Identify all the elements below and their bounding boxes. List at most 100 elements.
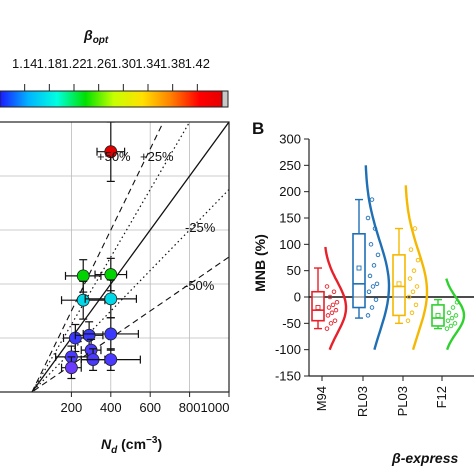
- box-y-tick-label: 300: [279, 132, 301, 147]
- colorbar-tick-label: 1.18: [37, 56, 62, 71]
- colorbar-ticks: [24, 84, 198, 91]
- data-dot: [453, 313, 459, 318]
- box-y-tick-label: -50: [282, 316, 301, 331]
- data-dot: [374, 281, 380, 287]
- box-mean: [356, 265, 362, 271]
- scatter-x-tick-label: 200: [61, 400, 83, 415]
- colorbar-title: βopt: [83, 27, 109, 46]
- scatter-point: [84, 279, 138, 319]
- data-dot: [325, 313, 331, 318]
- data-dot: [366, 289, 372, 294]
- data-dot: [444, 326, 450, 331]
- data-dot: [372, 226, 378, 231]
- box-panel: B MNB (%) -150-100-50050100150200250300 …: [252, 119, 474, 466]
- box-series: [311, 165, 466, 351]
- density-curve: [445, 278, 466, 351]
- scatter-point: [96, 122, 126, 182]
- scatter-panel: 200 400 600 800 1000 +50% +25% -25% -50% Nd …: [0, 121, 230, 456]
- box-y-tick-label: 250: [279, 158, 301, 173]
- data-dot: [454, 300, 460, 305]
- box-rect: [431, 304, 445, 327]
- data-dot: [324, 326, 330, 331]
- data-dot: [373, 297, 379, 302]
- annotation-minus25: -25%: [185, 220, 216, 235]
- box-y-tick-label: 200: [279, 184, 301, 199]
- box-y-tick-label: 100: [279, 237, 301, 252]
- colorbar-out-of-range: [221, 90, 229, 108]
- scatter-points: [55, 122, 141, 380]
- scatter-x-ticks: 200 400 600 800 1000: [61, 392, 230, 415]
- data-dot: [365, 215, 371, 221]
- annotation-minus50: -50%: [184, 278, 215, 293]
- data-dot: [367, 273, 373, 279]
- data-dot: [448, 323, 454, 329]
- density-curve: [364, 165, 391, 351]
- plus25-line: [31, 122, 191, 392]
- one-to-one-line: [31, 122, 229, 392]
- data-dot: [368, 242, 374, 247]
- box-rect: [352, 233, 366, 309]
- data-dot: [415, 257, 421, 263]
- data-dot: [332, 318, 338, 323]
- scatter-x-tick-label: 800: [179, 400, 201, 415]
- box-f12: [431, 278, 466, 351]
- data-dot: [365, 313, 371, 318]
- data-dot: [328, 321, 334, 326]
- data-dot: [412, 226, 418, 231]
- data-dot: [450, 305, 456, 310]
- data-dot: [327, 294, 333, 300]
- box-m94: [311, 246, 348, 351]
- box-y-tick-label: 150: [279, 211, 301, 226]
- colorbar-tick-label: 1.22: [61, 56, 86, 71]
- annotation-plus50: +50%: [97, 149, 131, 164]
- box-y-tick-label: -150: [275, 369, 301, 384]
- box-x-tick-label: M94: [314, 386, 329, 411]
- box-x-ticks: M94 RL03 PL03 F12: [314, 376, 449, 417]
- box-x-tick-label: F12: [434, 386, 449, 408]
- minus25-line: [31, 188, 229, 392]
- colorbar-tick-label: 1.34: [135, 56, 160, 71]
- box-rect: [392, 254, 406, 317]
- data-dot: [445, 318, 451, 323]
- data-dot: [369, 197, 375, 202]
- scatter-frame: [0, 121, 230, 393]
- scatter-x-tick-label: 600: [139, 400, 161, 415]
- colorbar-tick-label: 1.30: [111, 56, 136, 71]
- scatter-point: [60, 356, 82, 380]
- data-dot: [408, 247, 414, 252]
- colorbar-gradient: [0, 90, 229, 108]
- scatter-reference-lines: [31, 122, 229, 392]
- colorbar: βopt 1.14 1.18 1.22 1.26 1.30 1.34 1.38 1.42: [0, 27, 229, 108]
- data-dot: [406, 294, 412, 300]
- box-y-ticks: -150 -100 -50 0 50 100 150 200 250 300: [275, 132, 474, 384]
- box-mean: [435, 312, 441, 318]
- data-dot: [330, 302, 336, 308]
- colorbar-tick-label: 1.26: [86, 56, 111, 71]
- box-rect: [311, 290, 325, 322]
- data-dot: [446, 310, 452, 316]
- plus50-line: [31, 122, 164, 392]
- box-mean: [396, 281, 402, 287]
- panel-label-b: B: [252, 119, 264, 138]
- scatter-x-label: Nd (cm−3): [101, 435, 162, 456]
- colorbar-tick-labels: 1.14 1.18 1.22 1.26 1.30 1.34 1.38 1.42: [12, 56, 210, 71]
- annotation-plus25: +25%: [140, 149, 174, 164]
- data-dot: [413, 302, 419, 308]
- minus50-line: [31, 256, 229, 392]
- box-y-tick-label: 0: [294, 290, 301, 305]
- data-dot: [369, 305, 375, 310]
- density-curve: [404, 185, 429, 351]
- scatter-point: [82, 317, 139, 351]
- data-dot: [334, 300, 340, 305]
- data-dot: [405, 318, 411, 323]
- scatter-point: [80, 348, 141, 371]
- box-mean: [315, 305, 321, 310]
- box-y-label: MNB (%): [252, 234, 268, 292]
- data-dot: [333, 307, 339, 313]
- colorbar-tick-label: 1.38: [160, 56, 185, 71]
- box-y-tick-label: -100: [275, 342, 301, 357]
- data-dot: [375, 252, 381, 258]
- box-x-tick-label: RL03: [355, 386, 370, 417]
- data-dot: [371, 263, 377, 268]
